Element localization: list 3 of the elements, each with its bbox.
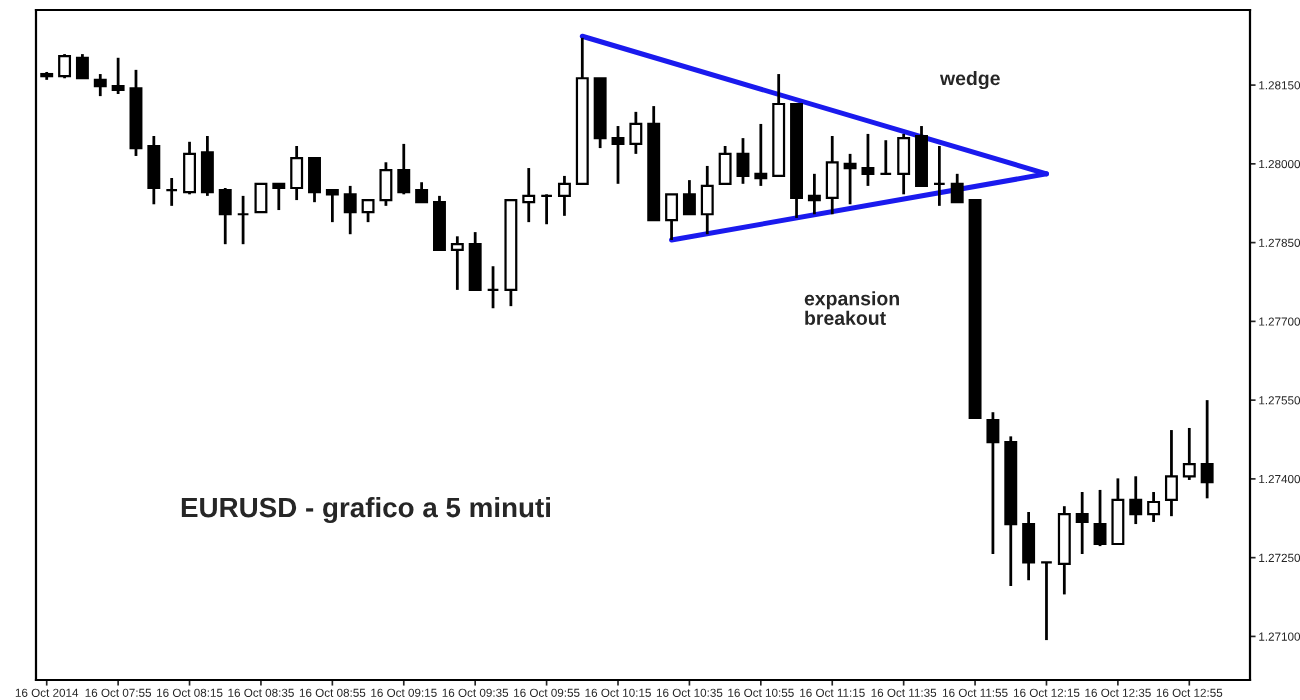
annotation: wedge xyxy=(939,70,1000,90)
annotation: expansion breakout xyxy=(804,291,899,325)
annotation: EURUSD - grafico a 5 minuti xyxy=(181,496,550,524)
